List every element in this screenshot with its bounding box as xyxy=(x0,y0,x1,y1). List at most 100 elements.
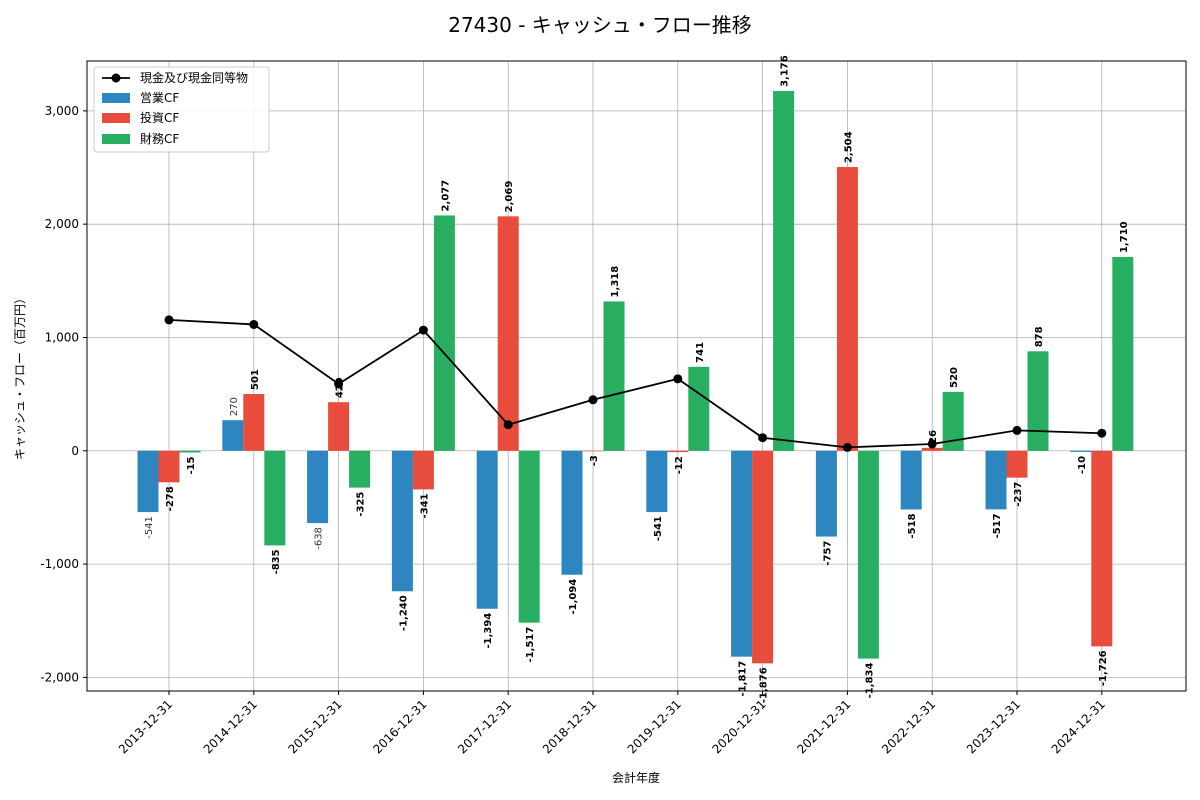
bar-value-label: -10 xyxy=(1077,456,1088,474)
x-tick-label: 2022-12-31 xyxy=(879,697,938,756)
bar xyxy=(731,450,753,657)
x-tick-label: 2020-12-31 xyxy=(710,697,769,756)
x-tick-label: 2013-12-31 xyxy=(116,697,175,756)
bar xyxy=(328,402,350,451)
bars xyxy=(137,90,1134,664)
bar xyxy=(1006,450,1028,478)
bar xyxy=(412,450,434,490)
y-tick-label: -2,000 xyxy=(40,670,79,684)
bar xyxy=(921,447,943,451)
bar xyxy=(1112,257,1134,451)
x-axis-label: 会計年度 xyxy=(612,770,660,785)
x-tick-label: 2016-12-31 xyxy=(370,697,429,756)
bar-value-label: 429 xyxy=(335,377,346,398)
cash-line-point xyxy=(334,379,344,389)
legend-label: 営業CF xyxy=(140,91,179,105)
bar-value-label: -15 xyxy=(186,456,197,474)
bar xyxy=(900,450,922,510)
legend-label: 財務CF xyxy=(140,131,179,146)
bar xyxy=(497,216,519,451)
bar xyxy=(985,450,1007,510)
bar-value-label: -638 xyxy=(314,527,325,550)
chart-title: 27430 - キャッシュ・フロー推移 xyxy=(448,13,752,37)
bar xyxy=(603,301,625,451)
bar xyxy=(1070,450,1092,452)
bar xyxy=(1027,351,1049,451)
x-tick-label: 2017-12-31 xyxy=(455,697,514,756)
bar xyxy=(349,450,371,488)
legend-swatch xyxy=(102,113,130,123)
bar-value-label: 520 xyxy=(949,367,960,388)
bar-value-label: 741 xyxy=(695,342,706,363)
bar-value-label: -1,094 xyxy=(568,579,579,615)
legend-swatch xyxy=(102,134,130,144)
bar xyxy=(179,450,201,453)
y-tick-label: 1,000 xyxy=(45,330,79,344)
cash-line-point xyxy=(927,439,937,449)
y-axis-label: キャッシュ・フロー（百万円） xyxy=(13,292,27,460)
bar-value-label: -835 xyxy=(271,549,282,574)
bar xyxy=(476,450,498,609)
y-tick-label: -1,000 xyxy=(40,557,79,571)
x-tick-label: 2015-12-31 xyxy=(286,697,345,756)
bar-value-label: -3 xyxy=(589,455,600,466)
cash-line-path xyxy=(168,319,1102,449)
bar xyxy=(646,450,668,513)
x-tick-label: 2014-12-31 xyxy=(201,697,260,756)
bar-value-label: 3,176 xyxy=(780,55,791,87)
cash-line xyxy=(164,315,1107,452)
bar-value-label: -1,517 xyxy=(525,627,536,663)
bar xyxy=(243,394,265,451)
cash-line-point xyxy=(758,433,768,443)
bar xyxy=(815,450,837,537)
bar-value-label: -1,817 xyxy=(738,661,749,697)
bar xyxy=(264,450,286,546)
cash-line-point xyxy=(249,319,259,329)
cash-line-point xyxy=(842,442,852,452)
legend-line-marker xyxy=(111,73,121,83)
bar xyxy=(158,450,180,483)
cash-line-point xyxy=(588,395,598,405)
bar-value-label: -757 xyxy=(822,541,833,566)
bar-value-label: 501 xyxy=(250,369,261,390)
legend-label: 現金及び現金同等物 xyxy=(140,70,248,85)
bar-value-label: 2,069 xyxy=(504,181,515,213)
y-tick-label: 3,000 xyxy=(45,104,79,118)
bar xyxy=(518,450,540,623)
bar xyxy=(391,450,413,592)
bar xyxy=(1091,450,1113,647)
cash-line-point xyxy=(1097,428,1107,438)
bar xyxy=(307,450,329,524)
legend-box xyxy=(93,66,270,153)
bar-value-label: -12 xyxy=(674,456,685,474)
cash-line-point xyxy=(673,374,683,384)
x-tick-label: 2023-12-31 xyxy=(964,697,1023,756)
cash-line-point xyxy=(164,315,174,325)
bar-value-label: -237 xyxy=(1013,482,1024,507)
cash-line-point xyxy=(1012,425,1022,435)
cash-line-point xyxy=(503,420,513,430)
bar-value-label: -1,240 xyxy=(398,595,409,631)
bar-value-label: -1,726 xyxy=(1098,650,1109,686)
bar-value-label: -1,394 xyxy=(483,613,494,649)
bar-value-label: -518 xyxy=(907,513,918,538)
bar-value-label: 1,318 xyxy=(610,266,621,298)
bar-value-label: 1,710 xyxy=(1119,221,1130,253)
bar xyxy=(688,366,710,451)
bar xyxy=(752,450,774,664)
bar xyxy=(137,450,159,513)
bar-value-label: 26 xyxy=(928,430,939,444)
bar-value-label: -1,876 xyxy=(759,667,770,703)
bar-value-label: 2,504 xyxy=(843,131,854,163)
legend-label: 投資CF xyxy=(140,110,179,125)
bar xyxy=(582,450,604,452)
x-tick-label: 2018-12-31 xyxy=(540,697,599,756)
bar-value-label: 270 xyxy=(229,397,240,416)
bar-value-label: -325 xyxy=(356,492,367,517)
bar-value-label: 878 xyxy=(1034,326,1045,347)
bar-value-label: -278 xyxy=(165,486,176,511)
bar-value-label: -541 xyxy=(144,516,155,539)
plot-frame xyxy=(86,60,1187,692)
